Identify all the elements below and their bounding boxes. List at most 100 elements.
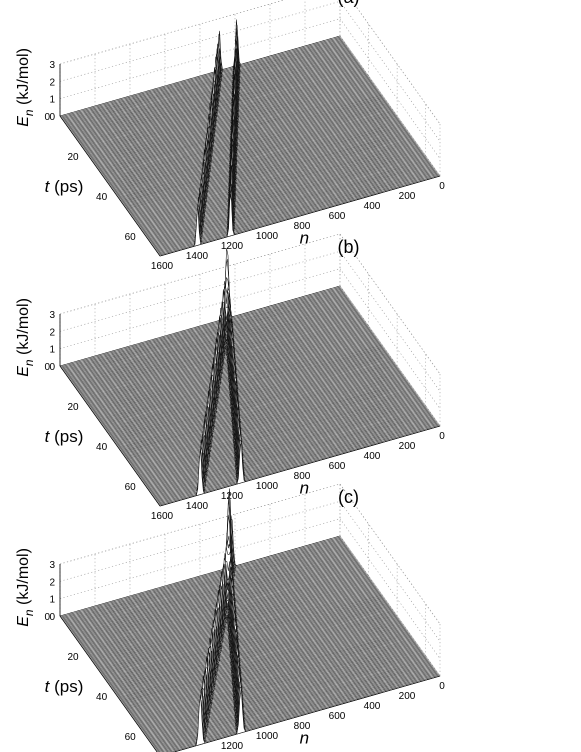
surface-slice [86, 63, 367, 154]
surface-slice [104, 347, 385, 429]
surface-slice [151, 664, 433, 746]
surface-slice [150, 662, 431, 744]
surface-slice [122, 123, 404, 205]
surface-slice [125, 127, 406, 209]
surface-slice [137, 144, 419, 226]
n-tick-label: 1200 [221, 241, 244, 252]
z-tick-label: 1 [49, 595, 55, 606]
surface-slice [146, 657, 428, 739]
surface-slice [150, 162, 431, 244]
surface-slice [136, 142, 417, 224]
surface-slice [140, 398, 421, 480]
surface-slice [154, 668, 436, 750]
surface-slice [151, 663, 432, 745]
surface-slice [149, 410, 430, 492]
surface-slice [148, 409, 429, 491]
surface-slice [73, 304, 354, 386]
surface-slice [106, 100, 387, 182]
surface-slice [139, 646, 420, 728]
surface-slice [144, 154, 426, 236]
z-axis-label: En (kJ/mol) [15, 548, 36, 627]
t-axis-label-unit: (ps) [49, 177, 83, 196]
z-tick-label: 2 [49, 327, 55, 338]
surface-slice [96, 80, 378, 169]
surface-slice [107, 352, 389, 434]
surface-slice [155, 169, 436, 251]
surface-slice [96, 582, 378, 669]
surface-slice [146, 407, 428, 489]
surface-slice [119, 619, 401, 701]
surface-slice [61, 288, 343, 370]
surface-slice [154, 418, 436, 500]
surface-slice [71, 514, 352, 633]
surface-slice [144, 653, 425, 735]
surface-slice [139, 396, 420, 478]
t-axis-label-symbol: t [45, 427, 51, 446]
n-tick-label: 600 [329, 461, 346, 472]
z-tick-label: 2 [49, 77, 55, 88]
surface-slice [69, 291, 351, 381]
surface-slice [103, 346, 384, 428]
surface-slice [101, 343, 383, 426]
surface-slice [151, 413, 432, 495]
surface-slice [114, 612, 396, 694]
surface-slice [136, 393, 418, 475]
surface-slice [143, 152, 424, 234]
surface-slice [152, 415, 434, 497]
surface-slice [61, 38, 343, 120]
surface-slice [66, 523, 348, 627]
t-tick-label: 40 [96, 442, 108, 453]
z-axis-label-symbol: E [15, 616, 32, 627]
surface-slice [151, 163, 432, 245]
surface-slice [70, 289, 351, 382]
surface-slice [156, 421, 438, 503]
surface-slice [109, 105, 391, 187]
surface-slice [85, 318, 366, 403]
surface-slice [121, 621, 402, 703]
surface-slice [83, 318, 364, 400]
surface-slice [74, 305, 355, 387]
surface-slice [71, 297, 352, 383]
surface-slice [99, 91, 381, 173]
grid-line [59, 251, 341, 332]
surface-slice [106, 351, 388, 433]
z-tick-label: 3 [49, 310, 55, 321]
surface-slice [136, 643, 418, 725]
surface-slice [144, 403, 425, 485]
surface-slice [87, 74, 369, 156]
surface-slice [62, 535, 344, 621]
surface-slice [88, 75, 369, 157]
surface-slice [64, 31, 345, 123]
surface-slice [119, 119, 401, 201]
surface-slice [146, 656, 427, 738]
surface-slice [98, 589, 379, 671]
t-tick-label: 60 [125, 232, 137, 243]
surface-panel: 0 1 2 3 0 20 40 60 1600 1400 1200 1000 800 600 400 200 0… [15, 483, 445, 752]
surface-slice [64, 281, 346, 374]
surface-slice [140, 648, 421, 730]
surface-slice [125, 627, 406, 709]
surface-slice [107, 99, 389, 184]
surface-slice [114, 611, 395, 693]
surface-slice [129, 382, 410, 464]
surface-slice [138, 395, 419, 477]
surface-slice [117, 616, 399, 698]
surface-slice [76, 546, 357, 640]
n-tick-label: 400 [364, 201, 381, 212]
surface-slice [113, 610, 394, 692]
surface-slice [133, 388, 414, 470]
z-axis-label: En (kJ/mol) [15, 298, 36, 377]
t-tick-label: 60 [125, 732, 137, 743]
surface-slice [61, 277, 342, 369]
surface-slice [82, 317, 364, 399]
surface-slice [115, 363, 396, 445]
surface-slice [59, 19, 341, 117]
surface-slice [127, 630, 409, 712]
surface-slice [146, 406, 427, 488]
surface-slice [152, 665, 434, 747]
surface-slice [104, 98, 386, 180]
surface-slice [157, 422, 439, 504]
z-axis-label: En (kJ/mol) [15, 48, 36, 127]
t-tick-label: 60 [125, 482, 137, 493]
